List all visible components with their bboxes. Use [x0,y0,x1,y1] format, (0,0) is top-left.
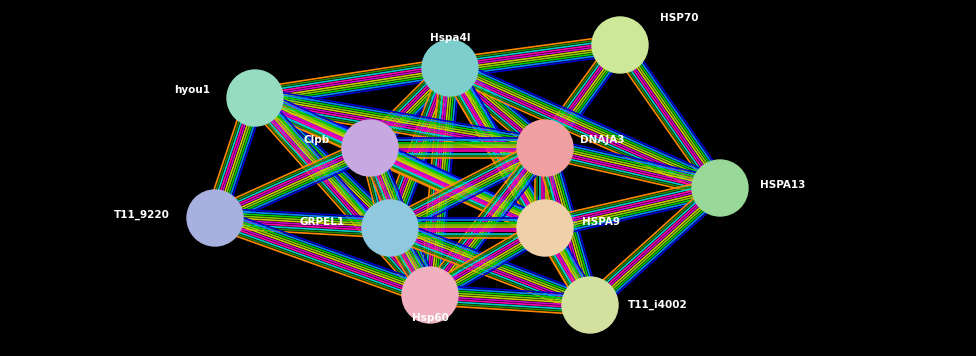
Circle shape [402,267,458,323]
Text: Hspa4l: Hspa4l [429,33,470,43]
Text: DNAJA3: DNAJA3 [580,135,625,145]
Text: HSPA9: HSPA9 [582,217,620,227]
Circle shape [517,120,573,176]
Text: HSPA13: HSPA13 [760,180,805,190]
Text: HSP70: HSP70 [660,13,699,23]
Text: Hsp60: Hsp60 [412,313,448,323]
Circle shape [422,40,478,96]
Circle shape [692,160,748,216]
Text: hyou1: hyou1 [174,85,210,95]
Circle shape [342,120,398,176]
Text: T11_i4002: T11_i4002 [628,300,688,310]
Circle shape [227,70,283,126]
Circle shape [517,200,573,256]
Text: Clpb: Clpb [304,135,330,145]
Circle shape [592,17,648,73]
Text: GRPEL1: GRPEL1 [300,217,345,227]
Circle shape [562,277,618,333]
Circle shape [187,190,243,246]
Circle shape [362,200,418,256]
Text: T11_9220: T11_9220 [114,210,170,220]
